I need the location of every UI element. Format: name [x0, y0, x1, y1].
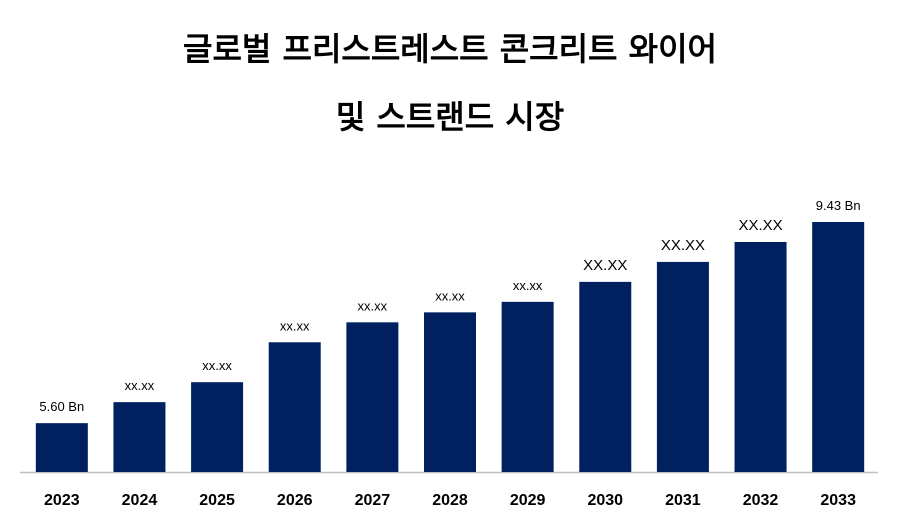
x-tick-label: 2028	[432, 492, 468, 509]
bar	[501, 301, 554, 472]
value-label: 9.43 Bn	[816, 198, 861, 213]
x-tick-label: 2027	[355, 492, 391, 509]
bar	[656, 261, 709, 472]
x-tick-label: 2033	[820, 492, 856, 509]
bar	[346, 322, 399, 472]
x-tick-label: 2031	[665, 492, 701, 509]
x-tick-label: 2029	[510, 492, 546, 509]
value-label: 5.60 Bn	[39, 399, 84, 414]
bar	[113, 402, 166, 472]
value-label: xx.xx	[280, 318, 310, 333]
x-tick-label: 2030	[587, 492, 623, 509]
x-tick-label: 2032	[743, 492, 779, 509]
chart-title: 글로벌 프리스트레스트 콘크리트 와이어	[183, 30, 717, 68]
x-tick-label: 2024	[122, 492, 158, 509]
x-tick-label: 2023	[44, 492, 80, 509]
value-label: XX.XX	[661, 237, 705, 254]
value-label: xx.xx	[358, 298, 388, 313]
bar	[424, 312, 476, 472]
x-tick-label: 2025	[199, 492, 235, 509]
bar	[191, 382, 244, 472]
value-label: xx.xx	[125, 378, 155, 393]
value-label: xx.xx	[435, 288, 465, 303]
bar	[734, 241, 787, 472]
bar	[35, 423, 88, 472]
chart-title: 및 스트랜드 시장	[335, 98, 565, 136]
bar	[812, 222, 865, 472]
value-label: xx.xx	[202, 358, 232, 373]
value-label: xx.xx	[513, 278, 543, 293]
value-label: XX.XX	[738, 217, 782, 234]
bar	[268, 342, 321, 472]
x-tick-label: 2026	[277, 492, 313, 509]
value-label: XX.XX	[583, 257, 627, 274]
bar	[579, 281, 632, 472]
